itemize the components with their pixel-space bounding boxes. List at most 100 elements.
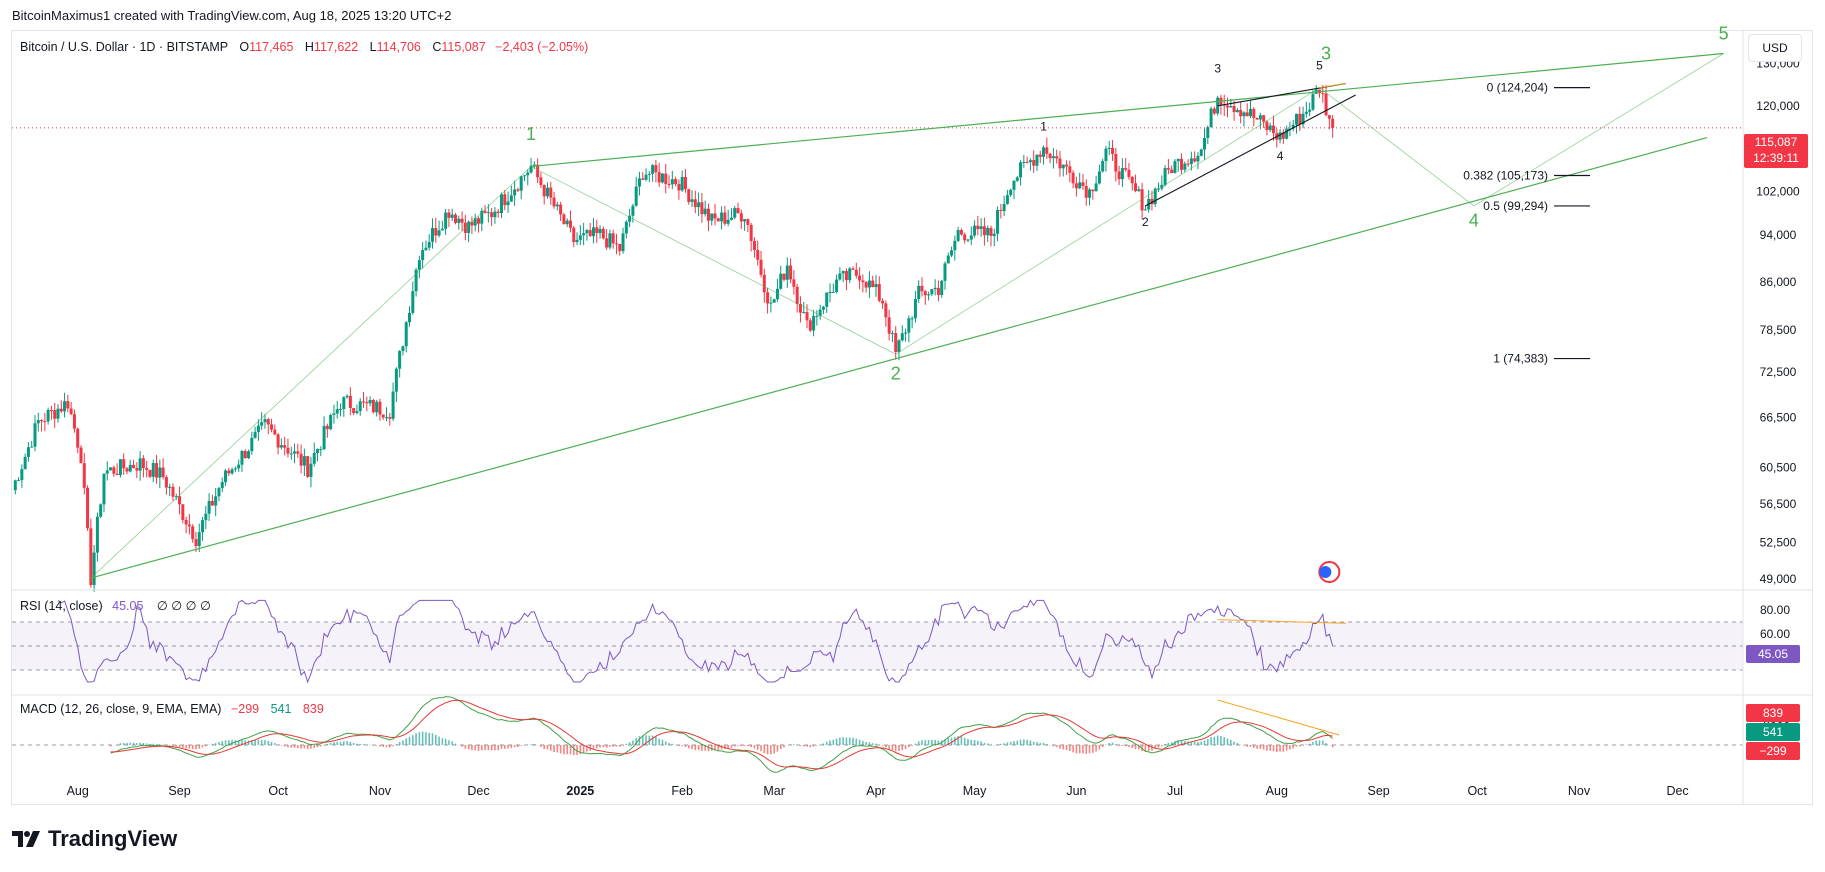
candle bbox=[30, 446, 34, 448]
candle bbox=[109, 467, 113, 471]
high-label: H bbox=[304, 40, 314, 54]
time-tick-label-1: Sep bbox=[168, 784, 190, 798]
candle bbox=[660, 173, 664, 183]
candle bbox=[522, 175, 526, 177]
candle bbox=[716, 218, 720, 222]
open-label: O bbox=[239, 40, 250, 54]
candle bbox=[568, 220, 572, 228]
candle bbox=[1183, 163, 1187, 170]
candle bbox=[1226, 105, 1230, 108]
candle bbox=[227, 470, 231, 474]
candle bbox=[158, 467, 162, 478]
time-tick-label-12: Aug bbox=[1266, 784, 1288, 798]
tradingview-logo-icon bbox=[12, 829, 42, 849]
candle bbox=[1117, 171, 1121, 180]
candle bbox=[1150, 198, 1154, 205]
rsi-line bbox=[57, 599, 1334, 684]
candle bbox=[1058, 158, 1062, 169]
candle bbox=[23, 456, 27, 470]
major-wave-label-1: 1 bbox=[526, 124, 536, 144]
candle bbox=[197, 532, 201, 547]
candle bbox=[1002, 203, 1006, 212]
candle bbox=[1088, 189, 1092, 198]
candle bbox=[815, 315, 819, 317]
major-wave-label-4: 4 bbox=[1469, 211, 1479, 231]
candle bbox=[273, 429, 277, 435]
candle bbox=[529, 165, 533, 173]
candle bbox=[358, 401, 362, 412]
candle bbox=[1304, 111, 1308, 114]
macd-signal-tag: 839 bbox=[1746, 704, 1800, 722]
candle bbox=[982, 226, 986, 236]
candle bbox=[1173, 161, 1177, 174]
time-tick-label-11: Jul bbox=[1167, 784, 1183, 798]
candle bbox=[739, 213, 743, 222]
candle bbox=[1120, 168, 1124, 180]
candle bbox=[43, 421, 47, 423]
candle bbox=[1038, 154, 1042, 157]
candle bbox=[214, 496, 218, 506]
candle bbox=[394, 368, 398, 392]
symbol-legend[interactable]: Bitcoin / U.S. Dollar · 1D · BITSTAMP O1… bbox=[20, 40, 588, 54]
candle bbox=[1209, 108, 1213, 128]
candle bbox=[240, 451, 244, 465]
candle bbox=[132, 464, 136, 469]
fib-level-label-0: 0 (124,204) bbox=[1487, 81, 1548, 95]
candle bbox=[1081, 182, 1085, 187]
event-flag-icon-inner bbox=[1319, 566, 1332, 578]
candle bbox=[562, 214, 566, 225]
candle bbox=[17, 480, 21, 482]
candle bbox=[1134, 183, 1138, 192]
candle bbox=[76, 428, 80, 448]
time-tick-label-3: Nov bbox=[369, 784, 392, 798]
candle bbox=[1166, 168, 1170, 170]
candle bbox=[1321, 93, 1325, 95]
rsi-legend[interactable]: RSI (14, close) 45.05 ∅ ∅ ∅ ∅ bbox=[20, 598, 211, 613]
candle bbox=[976, 225, 980, 230]
candle bbox=[1140, 189, 1144, 211]
currency-button[interactable]: USD bbox=[1748, 34, 1802, 62]
candle bbox=[368, 399, 372, 404]
wave-connector bbox=[1319, 87, 1475, 207]
candle bbox=[526, 172, 530, 176]
candle bbox=[178, 496, 182, 505]
candle bbox=[388, 417, 392, 419]
candle bbox=[1022, 161, 1026, 163]
candle bbox=[969, 235, 973, 240]
candle bbox=[371, 399, 375, 413]
time-tick-label-2: Oct bbox=[268, 784, 288, 798]
candle bbox=[762, 274, 766, 293]
tradingview-logo[interactable]: TradingView bbox=[12, 826, 177, 852]
price-tick-label-7: 72,500 bbox=[1760, 365, 1797, 379]
candle bbox=[877, 284, 881, 301]
candle bbox=[1170, 169, 1174, 174]
time-tick-label-13: Sep bbox=[1368, 784, 1390, 798]
macd-legend[interactable]: MACD (12, 26, close, 9, EMA, EMA) −299 5… bbox=[20, 702, 324, 716]
price-tick-label-1: 120,000 bbox=[1756, 99, 1800, 113]
candle bbox=[519, 176, 523, 191]
candle bbox=[1061, 164, 1065, 169]
candle bbox=[36, 420, 40, 424]
candle bbox=[201, 520, 205, 533]
candle bbox=[325, 425, 329, 430]
candle bbox=[506, 201, 510, 206]
candle bbox=[95, 516, 99, 553]
candle bbox=[476, 218, 480, 224]
macd-signal-line bbox=[110, 699, 1333, 770]
candle bbox=[155, 463, 159, 478]
candle bbox=[1019, 162, 1023, 178]
candle bbox=[1009, 189, 1013, 196]
attribution: BitcoinMaximus1 created with TradingView… bbox=[12, 8, 452, 23]
candle bbox=[56, 408, 60, 419]
candle bbox=[956, 230, 960, 241]
candle bbox=[92, 552, 96, 586]
candle bbox=[795, 286, 799, 304]
candle bbox=[378, 401, 382, 415]
candle bbox=[335, 409, 339, 414]
candle bbox=[598, 228, 602, 234]
candle bbox=[138, 458, 142, 471]
candle bbox=[963, 234, 967, 241]
candle bbox=[628, 215, 632, 222]
